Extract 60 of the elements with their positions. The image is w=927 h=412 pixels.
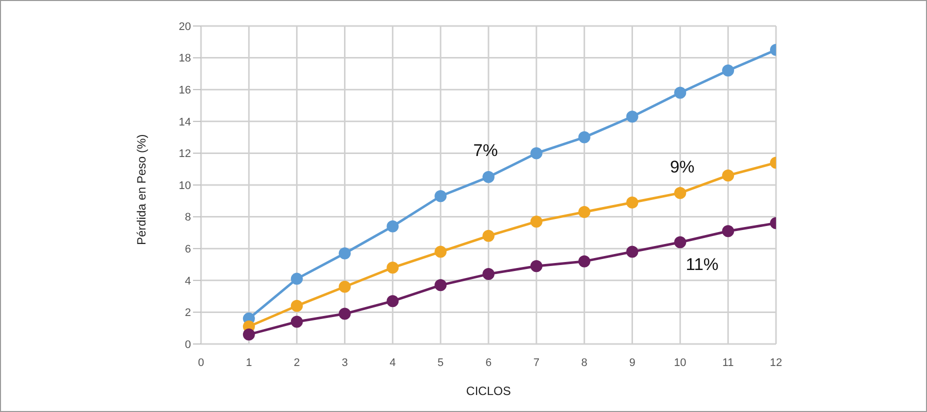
point [722,225,734,238]
x-tick-label: 1 [246,356,252,369]
point [530,216,542,228]
x-tick-label: 9 [629,356,636,369]
point [530,147,542,160]
x-tick-label: 8 [581,356,588,369]
point [386,220,399,232]
point [530,260,542,272]
point [626,246,638,258]
point [338,280,351,293]
y-tick-label: 0 [184,338,191,351]
point [578,131,590,144]
point [386,262,399,274]
x-tick-label: 0 [198,356,204,369]
point [674,186,686,199]
y-tick-label: 16 [178,84,191,97]
point [722,64,734,77]
x-tick-label: 12 [770,356,782,369]
y-tick-label: 2 [184,307,191,320]
x-tick-label: 7 [533,356,540,369]
point [482,268,494,280]
y-tick-label: 12 [178,148,191,160]
x-tick-label: 4 [390,356,396,369]
y-tick-label: 18 [178,52,191,65]
point [338,247,351,260]
x-tick-label: 3 [342,356,348,369]
point [578,255,590,268]
y-tick-label: 6 [184,244,191,256]
y-tick-label: 8 [184,212,191,224]
point [434,246,447,258]
point [482,171,494,184]
point [578,206,590,218]
x-tick-label: 10 [674,356,686,369]
point [290,300,303,312]
point [674,236,686,248]
point [722,169,734,182]
point [290,272,303,285]
y-tick-label: 20 [178,20,191,33]
point [434,190,447,202]
x-tick-label: 2 [294,356,300,369]
point [242,328,255,340]
y-tick-label: 4 [184,275,191,288]
series-label: 7% [473,141,498,160]
point [386,295,399,308]
point [626,196,638,208]
x-tick-label: 6 [485,356,492,369]
y-axis-title: Pérdida en Peso (%) [134,134,148,245]
point [482,230,494,242]
x-axis-title: CICLOS [466,384,511,398]
x-tick-label: 11 [722,356,734,369]
x-tick-label: 5 [438,356,444,369]
y-tick-label: 14 [178,116,191,128]
series-label: 11% [686,255,719,274]
point [434,279,447,292]
y-tick-label: 10 [178,180,191,192]
point [338,308,351,320]
series-label: 9% [670,157,695,176]
point [626,110,638,123]
point [674,86,686,99]
point [290,316,303,328]
